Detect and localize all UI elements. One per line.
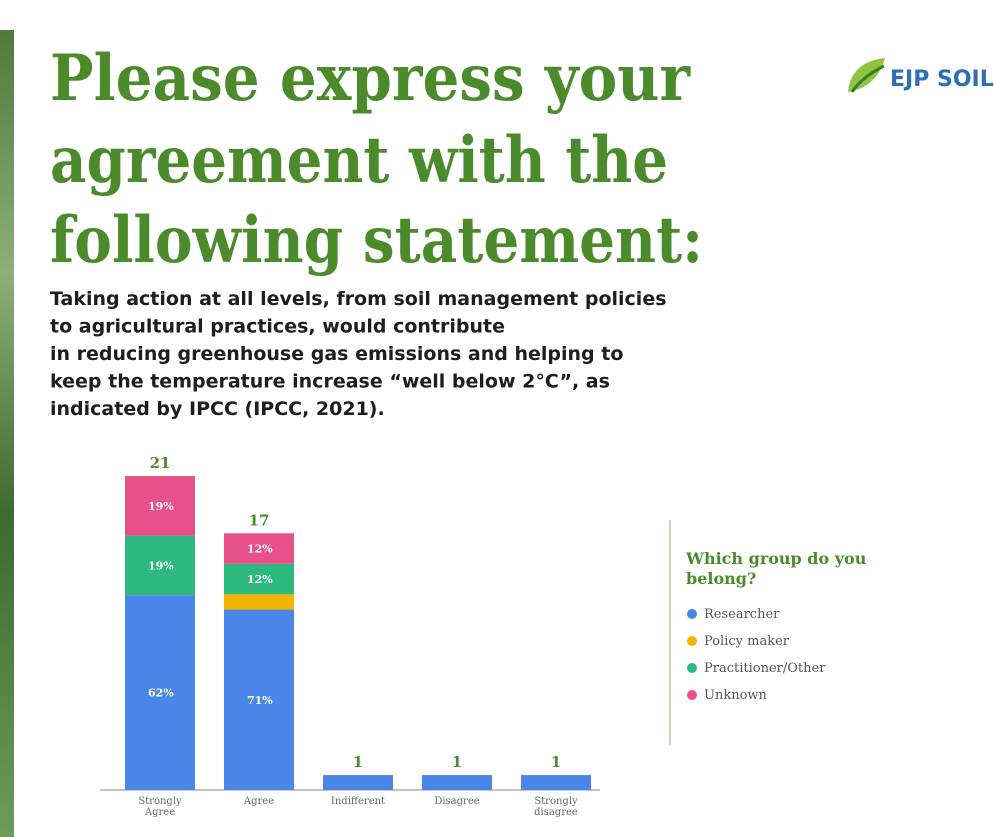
- bar-segment: [521, 775, 591, 790]
- legend-label: Unknown: [704, 688, 768, 703]
- legend-label: Practitioner/Other: [704, 661, 826, 676]
- logo: EJP SOIL: [848, 58, 994, 93]
- total-label: 1: [452, 753, 462, 771]
- statement-line: to agricultural practices, would contrib…: [50, 316, 505, 338]
- total-label: 1: [353, 753, 363, 771]
- statement-line: indicated by IPCC (IPCC, 2021).: [50, 398, 385, 420]
- total-label: 17: [249, 511, 270, 529]
- bar-segment: [125, 535, 195, 596]
- x-tick-label: disagree: [534, 807, 578, 818]
- bar-segment: [224, 563, 294, 595]
- legend-title: Which group do you: [685, 549, 867, 568]
- logo-text: EJP SOIL: [890, 67, 994, 92]
- segment-label: 12%: [247, 543, 273, 556]
- legend-swatch: [687, 609, 697, 619]
- legend-swatch: [687, 663, 697, 673]
- bar-segment: [224, 594, 294, 610]
- forest-strip: [0, 30, 14, 837]
- statement-line: keep the temperature increase “well belo…: [50, 371, 610, 393]
- bar-segment: [323, 775, 393, 790]
- title-line: agreement with the: [50, 123, 668, 198]
- x-tick-label: Strongly: [534, 796, 578, 807]
- legend-swatch: [687, 690, 697, 700]
- bar-segment: [224, 609, 294, 790]
- segment-label: 62%: [148, 687, 174, 700]
- legend-title: belong?: [686, 569, 756, 588]
- legend-swatch: [687, 636, 697, 646]
- segment-label: 12%: [247, 573, 273, 586]
- x-tick-label: Agree: [243, 796, 274, 807]
- title-line: Please express your: [50, 41, 691, 116]
- legend-label: Policy maker: [704, 634, 790, 649]
- x-tick-label: Agree: [144, 807, 175, 818]
- total-label: 21: [150, 454, 171, 472]
- bar-segment: [224, 533, 294, 564]
- statement-line: in reducing greenhouse gas emissions and…: [50, 343, 623, 365]
- logo-stem: [850, 64, 885, 93]
- statement-line: Taking action at all levels, from soil m…: [50, 288, 667, 310]
- segment-label: 19%: [148, 560, 174, 573]
- legend-label: Researcher: [704, 607, 780, 622]
- bar-segment: [125, 476, 195, 536]
- bar-segment: [422, 775, 492, 790]
- title-line: following statement:: [50, 203, 703, 278]
- x-tick-label: Disagree: [434, 796, 479, 807]
- x-tick-label: Strongly: [138, 796, 182, 807]
- total-label: 1: [551, 753, 561, 771]
- bar-segment: [125, 595, 195, 790]
- segment-label: 71%: [247, 694, 273, 707]
- x-tick-label: Indifferent: [331, 796, 385, 807]
- segment-label: 19%: [148, 500, 174, 513]
